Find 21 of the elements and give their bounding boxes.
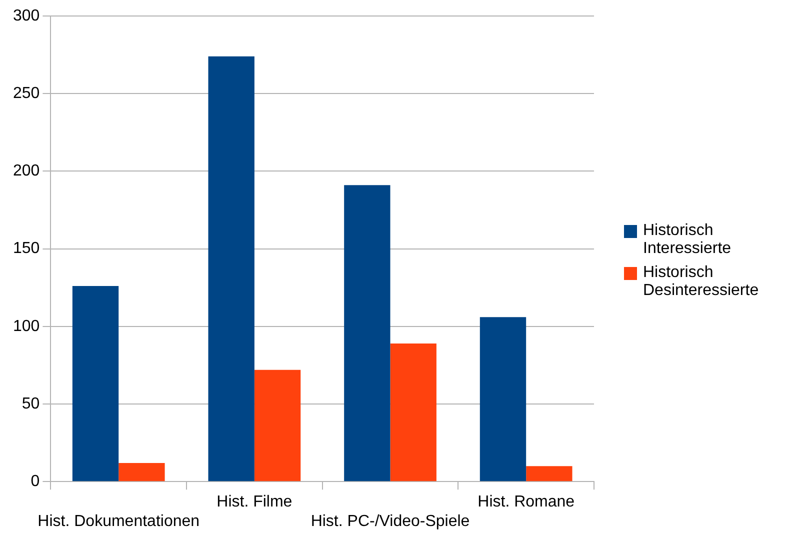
bar (208, 56, 254, 482)
y-tick-label: 250 (12, 85, 40, 102)
bar (118, 462, 165, 482)
y-tick-label: 150 (12, 240, 40, 258)
x-tick-label: Hist. PC-/Video-Spiele (310, 512, 470, 530)
x-tick-label: Hist. Dokumentationen (38, 512, 200, 530)
bar (390, 343, 436, 482)
y-tick-label: 200 (12, 162, 40, 180)
x-tick-label: Hist. Filme (216, 494, 292, 511)
x-tick-label: Hist. Romane (478, 494, 575, 511)
legend-label: Historisch Interessierte (643, 222, 732, 258)
bar (344, 185, 390, 482)
bar (526, 466, 572, 482)
bar (72, 286, 119, 482)
y-tick-label: 0 (30, 473, 40, 490)
bar (254, 370, 301, 482)
legend-label: Historisch Desinteressierte (643, 264, 760, 300)
bar (480, 317, 526, 482)
y-tick-label: 50 (22, 395, 40, 412)
y-tick-label: 100 (12, 318, 40, 335)
y-tick-label: 300 (12, 7, 40, 24)
